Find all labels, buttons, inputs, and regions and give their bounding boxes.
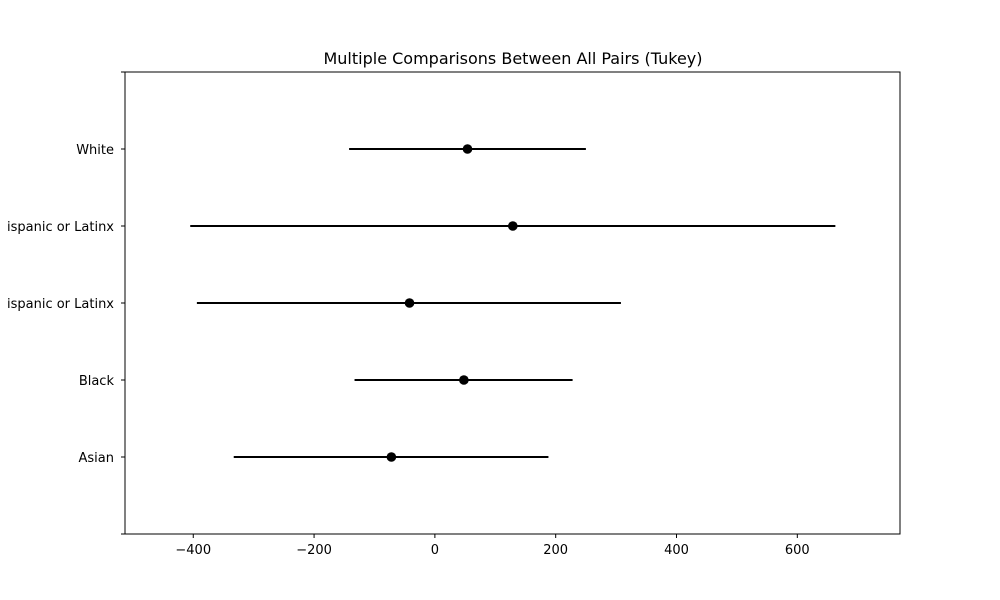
chart-marks: −400 −200 0 200 400 600 Asian Black ispanic or L… [7, 71, 836, 558]
mean-point [386, 452, 397, 462]
y-tick-label: ispanic or Latinx [7, 297, 114, 312]
x-tick-label: −400 [175, 543, 211, 558]
y-tick-label: ispanic or Latinx [7, 220, 114, 235]
x-tick-label: 400 [664, 543, 689, 558]
x-tick-label: 200 [543, 543, 568, 558]
mean-point [404, 298, 415, 308]
mean-point [508, 221, 518, 231]
x-tick-label: 0 [431, 543, 439, 558]
mean-point [459, 375, 469, 385]
x-tick-label: 600 [785, 543, 810, 558]
y-tick-label: Asian [79, 451, 114, 466]
x-tick-label: −200 [296, 543, 332, 558]
chart-title: Multiple Comparisons Between All Pairs (… [323, 49, 702, 68]
mean-point [462, 144, 473, 154]
y-tick-label: White [76, 143, 114, 158]
y-tick-label: Black [79, 374, 115, 389]
